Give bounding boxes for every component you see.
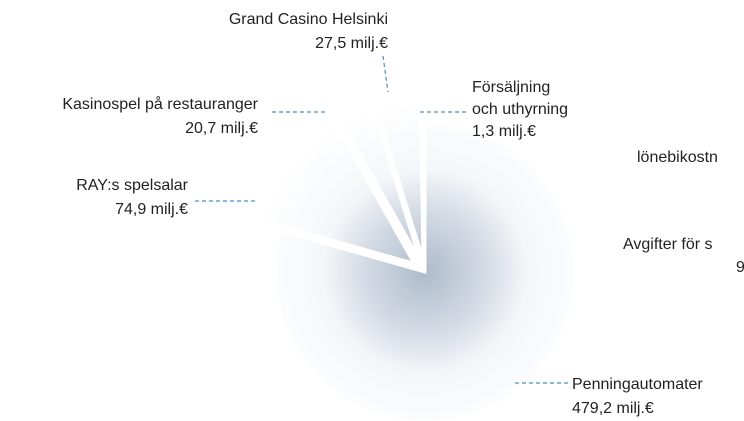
value-label: 74,9 milj.€ xyxy=(115,201,188,218)
slice-label: Kasinospel på restauranger xyxy=(62,95,258,113)
annotation: 9 xyxy=(736,259,744,276)
pie-slice xyxy=(273,120,577,421)
pie-slice xyxy=(332,92,421,260)
slice-label: Penningautomater xyxy=(572,376,703,393)
pie-slice xyxy=(370,84,425,259)
annotation: Avgifter för s xyxy=(623,236,713,253)
slice-label: Försäljning xyxy=(472,79,550,96)
pie-slice xyxy=(246,111,418,266)
slice-label: och uthyrning xyxy=(472,101,568,118)
slice-label: RAY:s spelsalar xyxy=(76,177,188,194)
leader-line xyxy=(382,55,389,93)
value-label: 1,3 milj.€ xyxy=(472,123,536,140)
value-label: 27,5 milj.€ xyxy=(315,35,388,52)
pie-slice xyxy=(421,84,427,259)
value-label: 20,7 milj.€ xyxy=(185,120,258,137)
value-label: 479,2 milj.€ xyxy=(572,400,654,417)
slice-label: Grand Casino Helsinki xyxy=(229,11,388,28)
annotation: lönebikostn xyxy=(637,149,718,166)
